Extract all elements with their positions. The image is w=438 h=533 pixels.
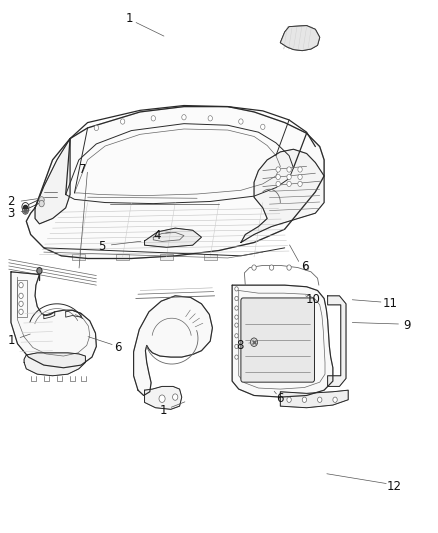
Circle shape [287,167,291,172]
Text: 1: 1 [125,12,133,25]
Circle shape [235,344,238,349]
Circle shape [159,395,165,402]
Polygon shape [280,26,320,51]
Text: 5: 5 [98,240,105,253]
Polygon shape [280,390,348,408]
Circle shape [287,265,291,270]
Text: 11: 11 [382,297,397,310]
Bar [72,254,85,260]
Bar [116,254,129,260]
Circle shape [287,181,291,187]
Circle shape [298,167,302,172]
Circle shape [287,174,291,180]
Circle shape [235,334,238,338]
Circle shape [19,309,23,314]
Text: 6: 6 [300,260,308,273]
Text: 1: 1 [159,404,167,417]
Text: 6: 6 [276,392,284,405]
Text: 2: 2 [7,195,15,208]
Circle shape [276,167,280,172]
Circle shape [235,315,238,319]
Text: 10: 10 [306,293,321,306]
Circle shape [151,116,155,121]
FancyBboxPatch shape [248,358,289,370]
Circle shape [22,203,29,211]
Bar [17,280,27,317]
Polygon shape [241,149,324,243]
Polygon shape [328,296,346,386]
FancyBboxPatch shape [248,324,289,336]
Circle shape [302,397,307,402]
Polygon shape [24,353,85,376]
Circle shape [235,355,238,359]
Polygon shape [134,296,212,395]
Polygon shape [35,139,70,224]
Circle shape [318,397,322,402]
Polygon shape [232,285,333,397]
Circle shape [37,268,42,274]
Circle shape [276,181,280,187]
Circle shape [22,207,28,214]
Circle shape [298,181,302,187]
Text: 8: 8 [237,339,244,352]
Bar [160,254,173,260]
Circle shape [39,200,44,207]
Circle shape [19,293,23,298]
Circle shape [287,397,291,402]
Text: 12: 12 [387,480,402,492]
Circle shape [304,265,309,270]
Circle shape [235,296,238,301]
Text: 4: 4 [153,229,161,242]
Circle shape [19,301,23,306]
Circle shape [208,116,212,121]
Text: 6: 6 [114,341,122,354]
Polygon shape [145,228,201,247]
Circle shape [298,174,302,180]
Circle shape [120,119,125,124]
Circle shape [333,397,337,402]
Circle shape [39,197,44,203]
Circle shape [269,265,274,270]
Circle shape [239,119,243,124]
Circle shape [276,174,280,180]
Circle shape [235,323,238,327]
Text: 7: 7 [78,163,86,176]
Text: 3: 3 [7,207,14,220]
FancyBboxPatch shape [241,298,314,382]
Text: 1: 1 [7,334,15,346]
Polygon shape [26,107,324,259]
Circle shape [261,124,265,130]
Circle shape [94,125,99,131]
Circle shape [235,306,238,310]
Circle shape [173,394,178,400]
Polygon shape [11,272,96,368]
Text: 9: 9 [403,319,411,332]
Bar [204,254,217,260]
Polygon shape [145,386,182,409]
Circle shape [251,338,258,346]
Circle shape [19,282,23,288]
FancyBboxPatch shape [248,341,289,353]
Circle shape [252,265,256,270]
Circle shape [182,115,186,120]
Circle shape [235,287,238,291]
